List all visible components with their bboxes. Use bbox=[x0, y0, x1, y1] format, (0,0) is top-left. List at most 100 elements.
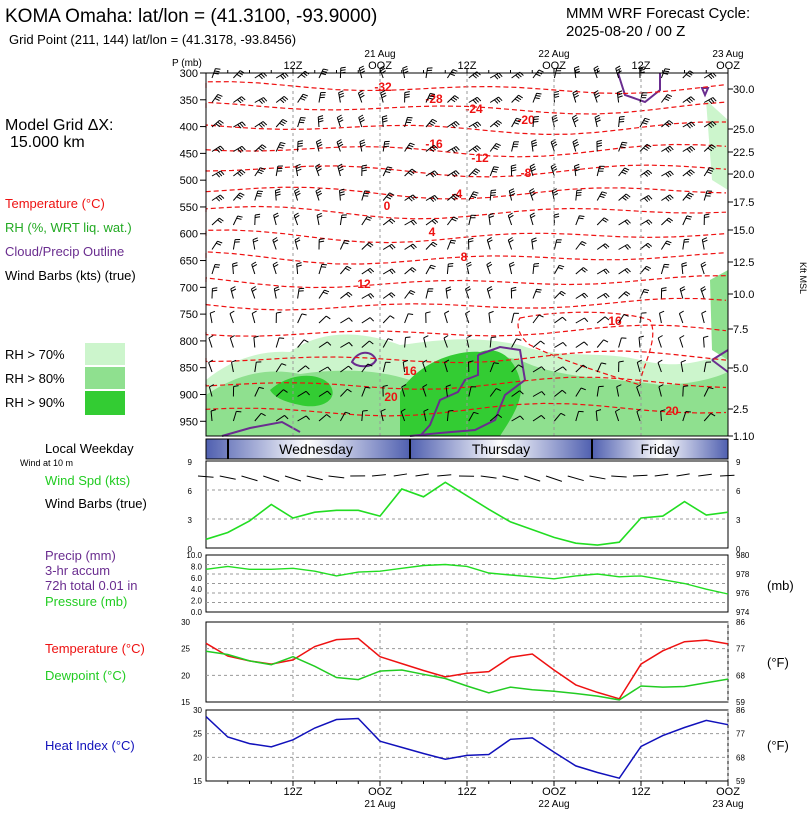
rh70-swatch bbox=[85, 343, 125, 365]
bottom-time-label: 12Z bbox=[632, 786, 651, 798]
top-date-label: 21 Aug bbox=[364, 49, 395, 60]
wind-barb-flag bbox=[408, 117, 413, 118]
wind-barb-flag bbox=[620, 117, 625, 118]
wind-barb-flag bbox=[300, 120, 305, 121]
wind-ytick-left: 6 bbox=[188, 487, 193, 496]
top-time-label: OOZ bbox=[716, 60, 740, 72]
precip-ytick: 2.0 bbox=[191, 597, 203, 606]
wind-barb-flag bbox=[406, 337, 411, 338]
pressure-tick-label: 800 bbox=[180, 336, 198, 348]
contour-label: -12 bbox=[471, 151, 489, 165]
wind-barbs-label: Wind Barbs (true) bbox=[45, 496, 147, 511]
local-weekday-label: Local Weekday bbox=[45, 441, 134, 456]
wind-barb-flag bbox=[341, 70, 346, 71]
height-tick-label: 25.0 bbox=[733, 124, 754, 136]
wind-barb-flag bbox=[215, 265, 220, 266]
contour-label: -20 bbox=[517, 113, 535, 127]
wind-10m-label: Wind at 10 m bbox=[20, 458, 73, 468]
tempf-ytick: 86 bbox=[736, 618, 745, 627]
wind-barb-flag bbox=[534, 117, 539, 118]
weekday-label: Thursday bbox=[472, 441, 530, 457]
pressure-tick-label: 600 bbox=[180, 229, 198, 241]
precip-ytick: 10.0 bbox=[186, 551, 202, 560]
wind-barb-flag bbox=[686, 412, 691, 413]
wind-barb-flag bbox=[215, 69, 220, 70]
height-tick-label: 12.5 bbox=[733, 257, 754, 269]
bottom-time-label: 12Z bbox=[458, 786, 477, 798]
pressure-tick-label: 500 bbox=[180, 175, 198, 187]
legend-temperature: Temperature (°C) bbox=[5, 196, 105, 211]
wind-barb-flag bbox=[236, 411, 241, 412]
wind-barb-flag bbox=[595, 68, 599, 71]
wind-barb-flag bbox=[616, 68, 620, 70]
pressure-tick-label: 700 bbox=[180, 282, 198, 294]
grid-point-text: Grid Point (211, 144) lat/lon = (41.3178… bbox=[9, 32, 296, 47]
hif-ytick: 77 bbox=[736, 730, 745, 739]
temp-label: Temperature (°C) bbox=[45, 641, 145, 656]
pressure-unit-label: (mb) bbox=[767, 578, 794, 593]
pressure-ytick: 980 bbox=[736, 551, 750, 560]
wind-barb-flag bbox=[577, 190, 582, 191]
wind-barb-shaft bbox=[704, 338, 705, 348]
wind-barb-flag bbox=[214, 267, 219, 268]
rh90-label: RH > 90% bbox=[5, 395, 65, 410]
wind-barb-flag bbox=[301, 118, 306, 119]
bottom-date-label: 22 Aug bbox=[538, 799, 569, 810]
temp-ytick: 30 bbox=[181, 618, 190, 627]
wind-barb-flag bbox=[534, 119, 539, 120]
wind-barb-flag bbox=[665, 69, 670, 70]
contour-label: 0 bbox=[384, 199, 391, 213]
top-date-label: 22 Aug bbox=[538, 49, 569, 60]
wind-barb-flag bbox=[403, 69, 408, 71]
precip-ytick: 0.0 bbox=[191, 608, 203, 617]
height-tick-label: 20.0 bbox=[733, 169, 754, 181]
wind-barb-flag bbox=[534, 266, 539, 267]
wind-barb-flag bbox=[619, 119, 624, 120]
wind-barb-flag bbox=[448, 264, 453, 265]
wind-barb-flag bbox=[594, 66, 598, 69]
wind-barb-flag bbox=[322, 264, 327, 265]
hif-ytick: 68 bbox=[736, 753, 745, 762]
temp-ytick: 25 bbox=[181, 645, 190, 654]
station-title: KOMA Omaha: lat/lon = (41.3100, -93.9000… bbox=[5, 6, 377, 27]
wind-barb-flag bbox=[403, 66, 408, 68]
wind-ytick-left: 3 bbox=[188, 516, 193, 525]
bottom-date-label: 23 Aug bbox=[712, 799, 743, 810]
hi-ytick: 20 bbox=[193, 753, 202, 762]
hi-ytick: 25 bbox=[193, 730, 202, 739]
weekday-label: Friday bbox=[641, 441, 680, 457]
contour-label: 20 bbox=[384, 390, 398, 404]
wind-barb-flag bbox=[258, 191, 263, 192]
weekday-bar: Wednesday Thursday Friday bbox=[206, 439, 728, 459]
bottom-time-label: OOZ bbox=[368, 786, 392, 798]
rh80-right bbox=[710, 270, 728, 360]
hi-ytick: 30 bbox=[193, 706, 202, 715]
model-grid-label: Model Grid ΔX: bbox=[5, 117, 114, 134]
wind-barb-flag bbox=[322, 71, 327, 72]
height-tick-label: 15.0 bbox=[733, 225, 754, 237]
legend-cloud: Cloud/Precip Outline bbox=[5, 244, 124, 259]
wind-barb-flag bbox=[341, 67, 346, 68]
wind-barb-flag bbox=[279, 338, 284, 339]
precip-total-label: 72h total 0.01 in bbox=[45, 578, 138, 593]
height-tick-label: 2.5 bbox=[733, 404, 748, 416]
wind-barb-shaft bbox=[683, 387, 684, 397]
pressure-ytick: 976 bbox=[736, 589, 750, 598]
wind-barb-flag bbox=[448, 411, 453, 412]
wind-barb-flag bbox=[365, 191, 370, 192]
wind-barb-flag bbox=[619, 122, 624, 123]
wind-barb-flag bbox=[299, 122, 304, 123]
hif-unit-label: (°F) bbox=[767, 738, 789, 753]
pressure-tick-label: 450 bbox=[180, 148, 198, 160]
wind-barb-shaft bbox=[661, 411, 662, 421]
pressure-tick-label: 850 bbox=[180, 363, 198, 375]
pressure-tick-label: 400 bbox=[180, 122, 198, 134]
wind-barb-flag bbox=[574, 66, 579, 68]
contour-label: -8 bbox=[521, 166, 532, 180]
weekday-label: Wednesday bbox=[279, 441, 353, 457]
